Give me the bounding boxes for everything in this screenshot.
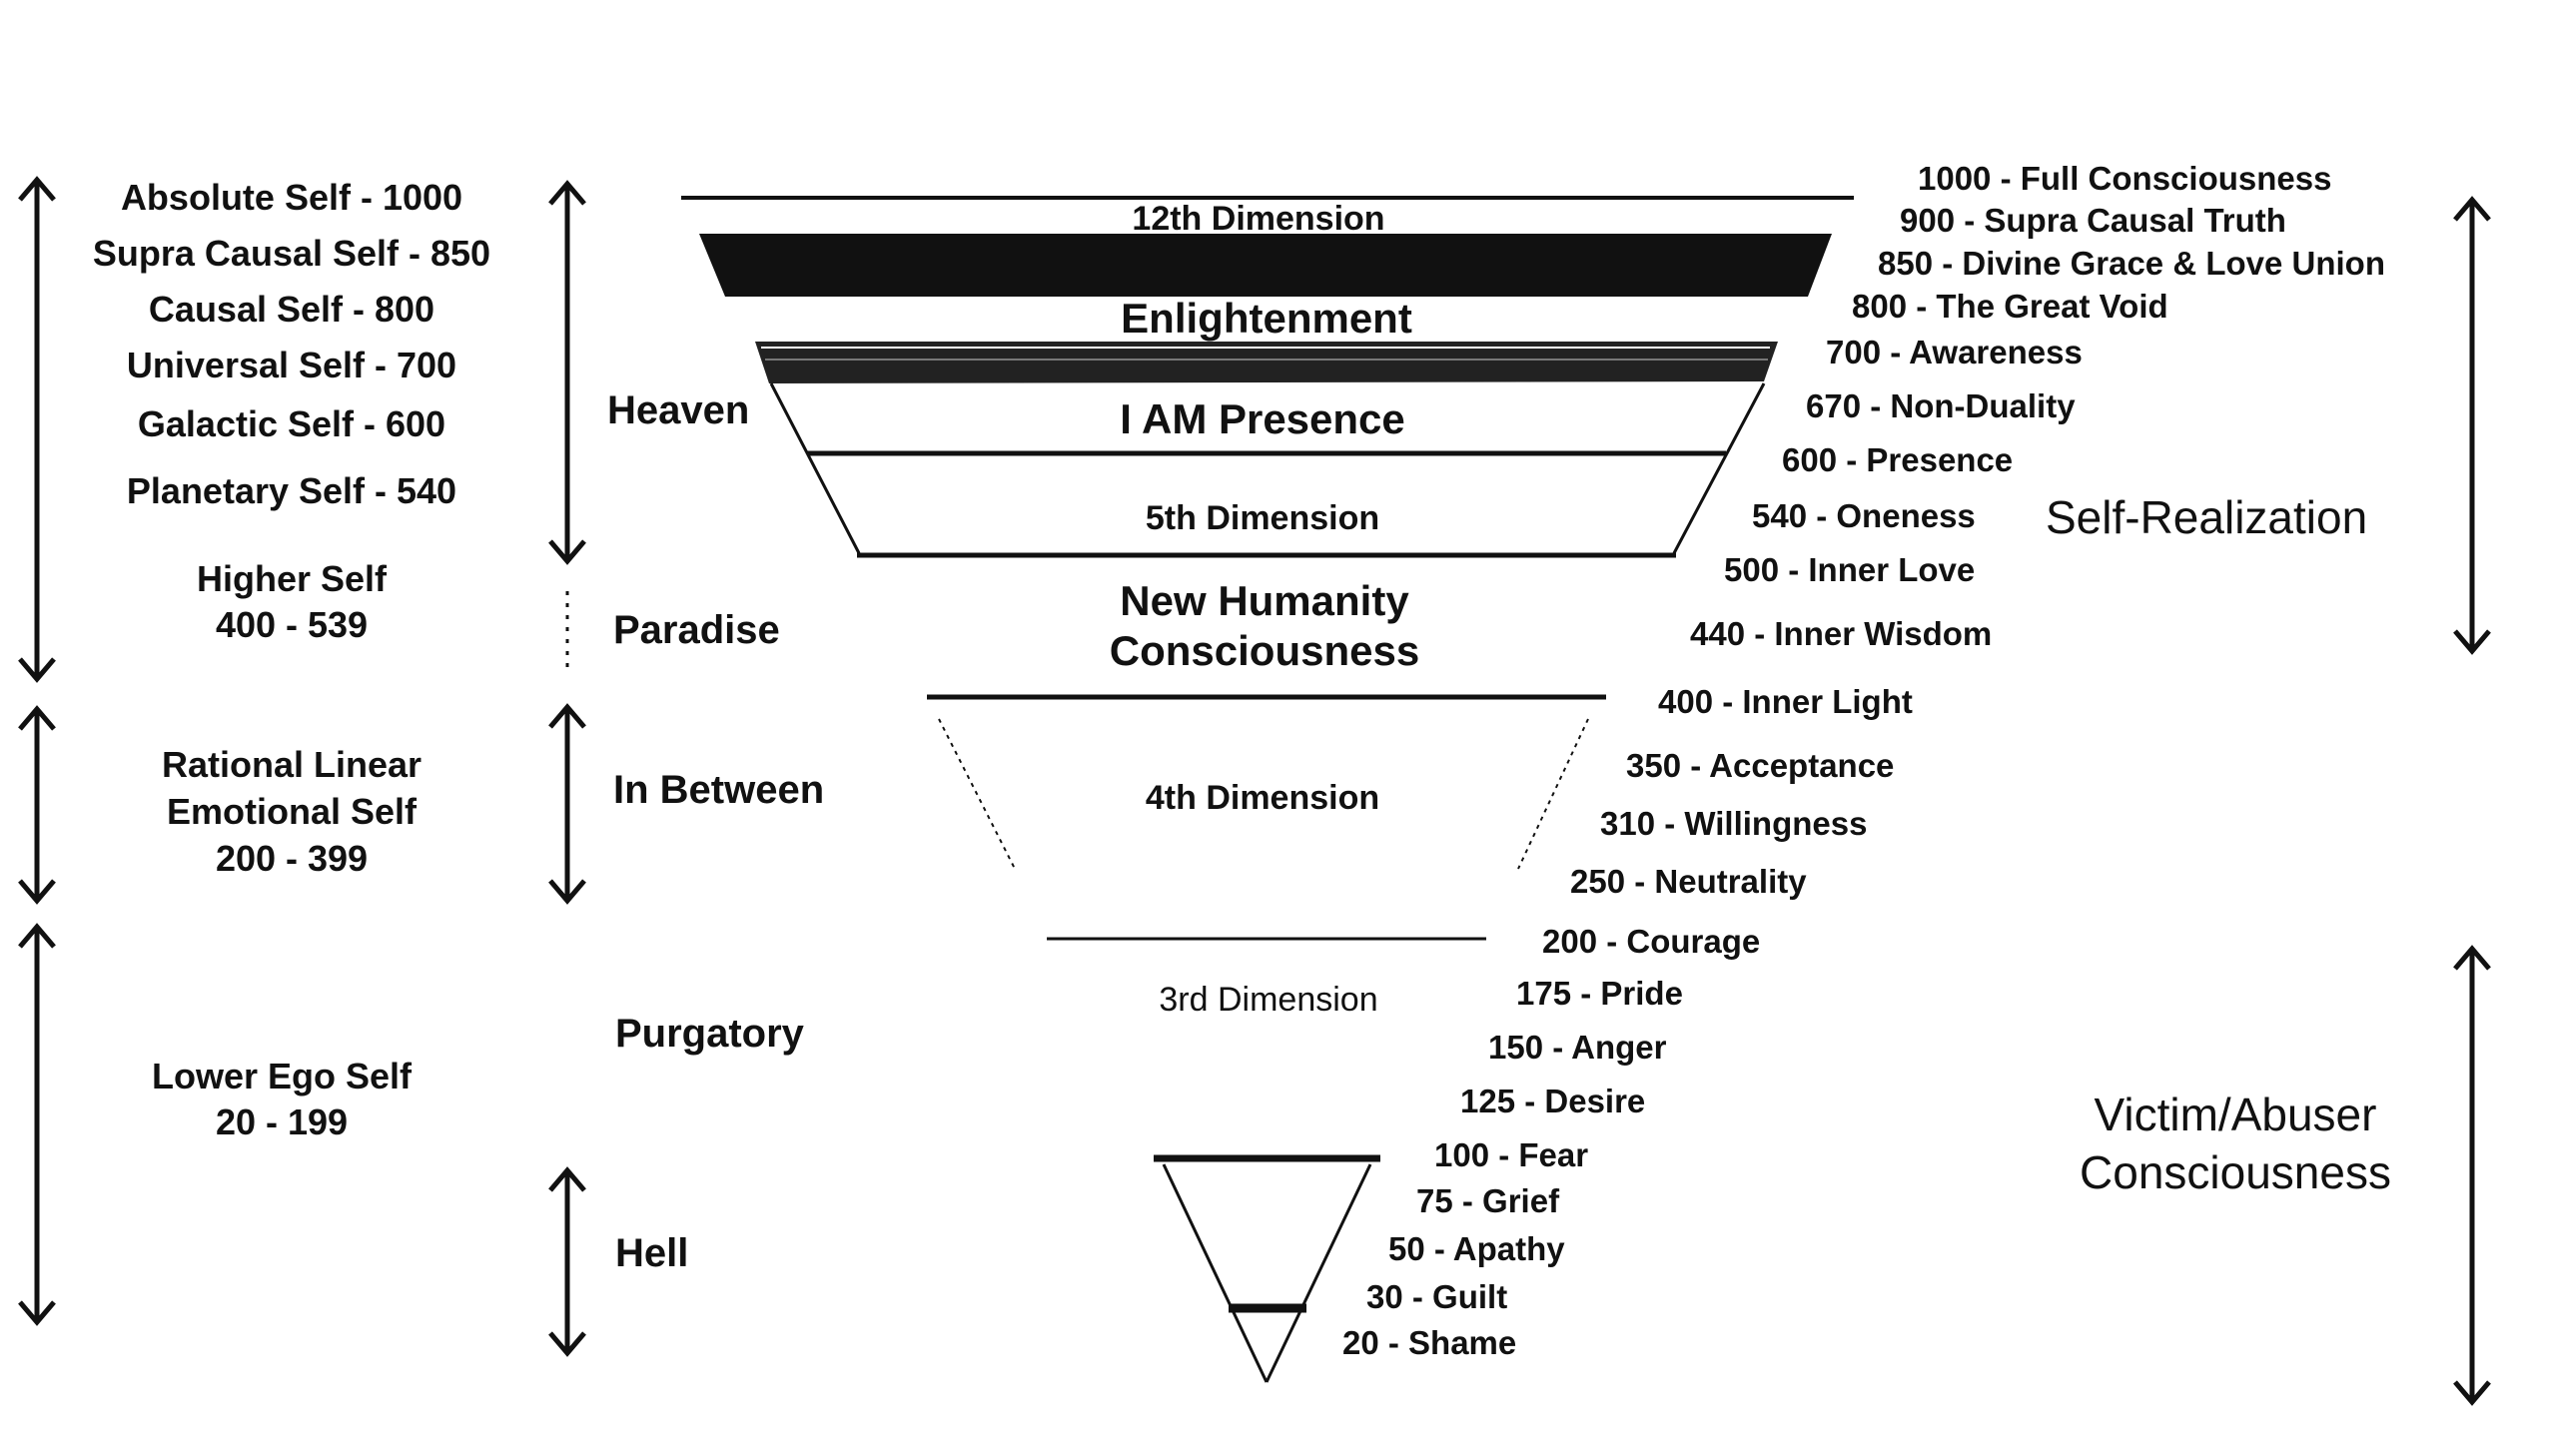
level-item: 900 - Supra Causal Truth	[1900, 202, 2286, 239]
level-item: 310 - Willingness	[1600, 805, 1867, 842]
level-item: 800 - The Great Void	[1852, 288, 2168, 325]
realm-heaven: Heaven	[607, 388, 749, 432]
self-level-rational-line1: Rational Linear	[162, 744, 422, 785]
level-item: 150 - Anger	[1488, 1029, 1667, 1066]
self-level-lower-ego-name: Lower Ego Self	[152, 1056, 413, 1096]
level-item: 175 - Pride	[1516, 975, 1683, 1012]
double-arrow-icon	[548, 180, 586, 565]
level-item: 500 - Inner Love	[1724, 551, 1975, 588]
consciousness-pyramid	[681, 196, 1854, 1383]
double-arrow-icon	[18, 923, 56, 1326]
level-item: 400 - Inner Light	[1658, 683, 1913, 720]
double-arrow-icon	[2453, 945, 2491, 1406]
dimension-labels: 12th Dimension Enlightenment I AM Presen…	[1110, 200, 1419, 1019]
dimension-4th: 4th Dimension	[1146, 779, 1379, 817]
pyramid-band-dark	[755, 342, 1778, 383]
self-level-universal: Universal Self - 700	[127, 345, 456, 385]
level-item: 50 - Apathy	[1388, 1230, 1565, 1267]
level-item: 250 - Neutrality	[1570, 863, 1807, 900]
level-item: 125 - Desire	[1460, 1083, 1645, 1119]
dimension-enlightenment: Enlightenment	[1121, 295, 1412, 342]
self-level-higher-name: Higher Self	[197, 558, 388, 599]
level-item: 440 - Inner Wisdom	[1690, 615, 1992, 652]
level-item: 700 - Awareness	[1826, 334, 2083, 370]
realm-hell: Hell	[615, 1231, 688, 1275]
label-self-realization: Self-Realization	[2046, 491, 2367, 543]
level-item: 200 - Courage	[1542, 923, 1760, 960]
dimension-new-humanity: New Humanity	[1120, 577, 1409, 624]
label-victim-abuser: Victim/Abuser	[2095, 1089, 2377, 1140]
realm-in-between: In Between	[613, 768, 824, 812]
self-level-higher-range: 400 - 539	[216, 604, 368, 645]
self-level-supra-causal: Supra Causal Self - 850	[93, 233, 490, 274]
realms-column: Heaven Paradise In Between Purgatory Hel…	[607, 388, 824, 1275]
level-item: 540 - Oneness	[1752, 497, 1976, 534]
dimension-5th: 5th Dimension	[1146, 499, 1379, 537]
level-item: 1000 - Full Consciousness	[1918, 160, 2331, 197]
self-level-lower-ego-range: 20 - 199	[216, 1101, 348, 1142]
level-item: 100 - Fear	[1434, 1136, 1588, 1173]
realm-range-arrows	[548, 180, 586, 1357]
self-level-rational-range: 200 - 399	[216, 838, 368, 879]
level-item: 75 - Grief	[1416, 1182, 1560, 1219]
pyramid-band-black	[699, 234, 1832, 297]
double-arrow-icon	[548, 703, 586, 905]
double-arrow-icon	[2453, 196, 2491, 655]
right-range-arrows	[2453, 196, 2491, 1406]
dimension-3rd: 3rd Dimension	[1159, 981, 1377, 1019]
double-arrow-icon	[548, 1166, 586, 1357]
level-item: 20 - Shame	[1342, 1324, 1516, 1361]
level-item: 850 - Divine Grace & Love Union	[1878, 245, 2385, 282]
double-arrow-icon	[18, 705, 56, 905]
level-item: 350 - Acceptance	[1626, 747, 1894, 784]
self-level-planetary: Planetary Self - 540	[127, 470, 456, 511]
label-victim-consciousness: Consciousness	[2080, 1146, 2391, 1198]
consciousness-levels: 1000 - Full Consciousness 900 - Supra Ca…	[1342, 160, 2385, 1361]
level-item: 600 - Presence	[1782, 441, 2013, 478]
realm-purgatory: Purgatory	[615, 1012, 805, 1056]
dimension-12th: 12th Dimension	[1132, 200, 1384, 238]
realm-paradise: Paradise	[613, 608, 780, 652]
level-item: 670 - Non-Duality	[1806, 387, 2076, 424]
dimension-i-am-presence: I AM Presence	[1120, 395, 1405, 442]
dimension-consciousness: Consciousness	[1110, 627, 1419, 674]
self-level-rational-line2: Emotional Self	[167, 791, 418, 832]
self-level-causal: Causal Self - 800	[149, 289, 434, 330]
right-group-labels: Self-Realization Victim/Abuser Conscious…	[2046, 491, 2391, 1198]
level-item: 30 - Guilt	[1366, 1278, 1507, 1315]
self-levels-column: Absolute Self - 1000 Supra Causal Self -…	[93, 177, 490, 1142]
self-level-galactic: Galactic Self - 600	[138, 403, 445, 444]
left-range-arrows	[18, 176, 56, 1326]
self-level-absolute: Absolute Self - 1000	[121, 177, 462, 218]
double-arrow-icon	[18, 176, 56, 683]
